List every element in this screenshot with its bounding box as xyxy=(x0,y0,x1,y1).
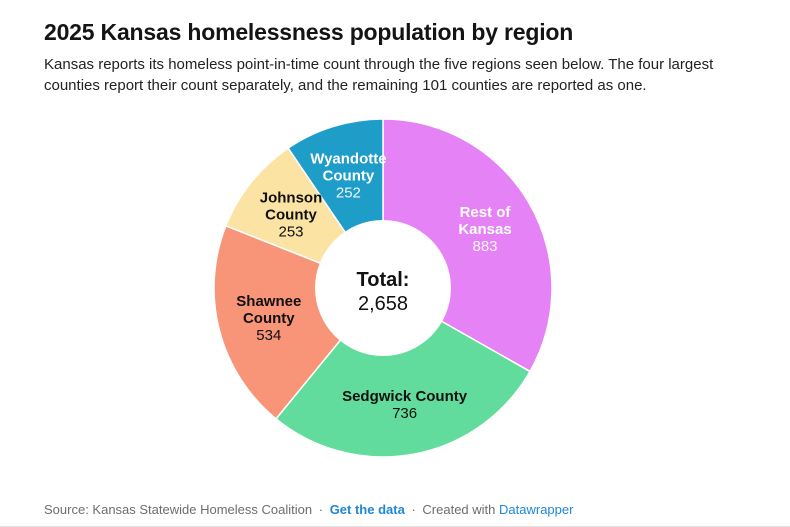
slice-label-sedgwick-county: Sedgwick County 736 xyxy=(342,388,468,422)
pie-slice-sedgwick-county[interactable] xyxy=(275,287,531,458)
chart-title: 2025 Kansas homelessness population by r… xyxy=(44,19,574,45)
get-the-data-link[interactable]: Get the data xyxy=(329,502,405,517)
donut-chart: Rest of Kansas 883 Sedgwick County 736 Shawne… xyxy=(213,118,553,458)
created-with-text: Created with xyxy=(422,502,496,517)
footer-separator: · xyxy=(411,502,416,517)
slice-label-rest-of-kansas: Rest of Kansas 883 xyxy=(458,204,511,255)
chart-description: Kansas reports its homeless point-in-tim… xyxy=(44,56,714,94)
center-total-value: 2,658 xyxy=(358,293,408,315)
donut-hole xyxy=(315,220,451,356)
chart-header: 2025 Kansas homelessness population by r… xyxy=(0,0,790,96)
source-text: Source: Kansas Statewide Homeless Coalit… xyxy=(44,502,313,517)
slice-label-johnson-county: Johnson County 253 xyxy=(260,190,323,241)
slice-label-shawnee-county: Shawnee County 534 xyxy=(236,293,301,344)
center-total-label: Total: xyxy=(357,269,410,291)
datawrapper-link[interactable]: Datawrapper xyxy=(499,502,574,517)
footer: Source: Kansas Statewide Homeless Coalit… xyxy=(44,502,573,517)
center-total: Total: 2,658 xyxy=(357,269,410,315)
footer-separator: · xyxy=(318,502,324,517)
slice-label-wyandotte-county: Wyandotte County 252 xyxy=(310,151,386,202)
